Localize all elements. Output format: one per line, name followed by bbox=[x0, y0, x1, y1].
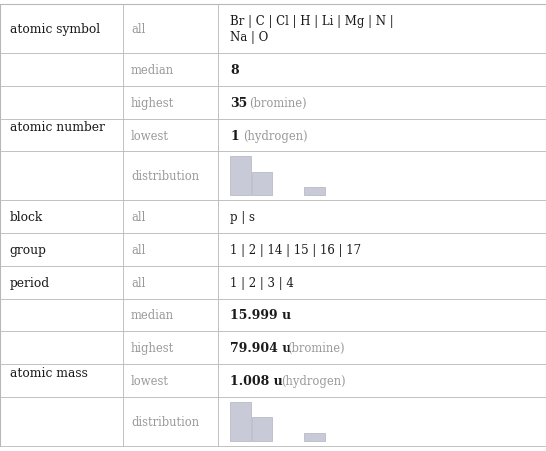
Text: (bromine): (bromine) bbox=[250, 97, 307, 110]
Bar bbox=[304, 433, 325, 441]
Text: lowest: lowest bbox=[131, 129, 169, 142]
Text: distribution: distribution bbox=[131, 170, 199, 183]
Text: atomic number: atomic number bbox=[10, 121, 105, 133]
Text: (hydrogen): (hydrogen) bbox=[244, 129, 308, 142]
Bar bbox=[252, 172, 272, 196]
Text: all: all bbox=[131, 276, 145, 289]
Text: 15.999 u: 15.999 u bbox=[230, 309, 292, 322]
Text: atomic mass: atomic mass bbox=[10, 366, 88, 379]
Bar bbox=[252, 418, 272, 441]
Text: all: all bbox=[131, 211, 145, 223]
Bar bbox=[304, 188, 325, 196]
Bar bbox=[230, 402, 251, 441]
Text: Br | C | Cl | H | Li | Mg | N |: Br | C | Cl | H | Li | Mg | N | bbox=[230, 15, 394, 28]
Text: 79.904 u: 79.904 u bbox=[230, 341, 292, 354]
Text: distribution: distribution bbox=[131, 415, 199, 428]
Text: block: block bbox=[10, 211, 43, 223]
Text: Na | O: Na | O bbox=[230, 31, 269, 44]
Text: highest: highest bbox=[131, 97, 174, 110]
Text: all: all bbox=[131, 23, 145, 36]
Bar bbox=[230, 157, 251, 196]
Text: (hydrogen): (hydrogen) bbox=[281, 374, 346, 387]
Text: all: all bbox=[131, 243, 145, 256]
Text: 8: 8 bbox=[230, 64, 239, 77]
Text: 1 | 2 | 14 | 15 | 16 | 17: 1 | 2 | 14 | 15 | 16 | 17 bbox=[230, 243, 361, 256]
Text: highest: highest bbox=[131, 341, 174, 354]
Text: lowest: lowest bbox=[131, 374, 169, 387]
Text: median: median bbox=[131, 64, 174, 77]
Text: p | s: p | s bbox=[230, 211, 256, 223]
Text: median: median bbox=[131, 309, 174, 322]
Text: (bromine): (bromine) bbox=[287, 341, 345, 354]
Text: 35: 35 bbox=[230, 97, 248, 110]
Text: group: group bbox=[10, 243, 47, 256]
Text: 1: 1 bbox=[230, 129, 239, 142]
Text: 1.008 u: 1.008 u bbox=[230, 374, 283, 387]
Text: atomic symbol: atomic symbol bbox=[10, 23, 100, 36]
Text: 1 | 2 | 3 | 4: 1 | 2 | 3 | 4 bbox=[230, 276, 294, 289]
Text: period: period bbox=[10, 276, 50, 289]
